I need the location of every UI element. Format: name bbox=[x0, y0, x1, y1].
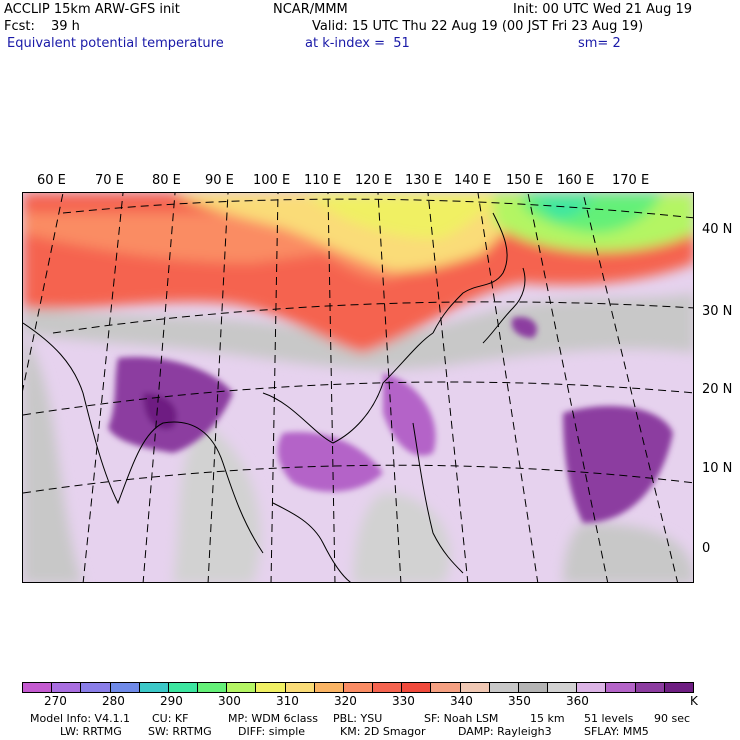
valid-time: Valid: 15 UTC Thu 22 Aug 19 (00 JST Fri … bbox=[312, 19, 644, 34]
colorbar-swatch bbox=[110, 683, 140, 692]
colorbar-swatch bbox=[285, 683, 315, 692]
plot-title: ACCLIP 15km ARW-GFS init bbox=[4, 2, 180, 17]
lat-label: 40 N bbox=[702, 222, 733, 237]
model-info-sw: SW: RRTMG bbox=[148, 725, 212, 738]
model-info-timestep: 90 sec bbox=[654, 712, 691, 725]
model-info-levels: 51 levels bbox=[584, 712, 634, 725]
model-info-mp: MP: WDM 6class bbox=[228, 712, 318, 725]
lon-label: 140 E bbox=[454, 173, 492, 188]
lon-label: 80 E bbox=[152, 173, 181, 188]
lon-label: 160 E bbox=[557, 173, 595, 188]
model-info-pbl: PBL: YSU bbox=[333, 712, 383, 725]
colorbar bbox=[22, 682, 694, 693]
colorbar-swatch bbox=[52, 683, 82, 692]
lon-label: 90 E bbox=[205, 173, 234, 188]
model-info-version: Model Info: V4.1.1 bbox=[30, 712, 131, 725]
colorbar-tick: 290 bbox=[160, 694, 183, 708]
colorbar-tick: 330 bbox=[392, 694, 415, 708]
lat-label: 0 bbox=[702, 541, 711, 556]
colorbar-swatch bbox=[518, 683, 549, 692]
colorbar-swatch bbox=[460, 683, 490, 692]
colorbar-tick: 360 bbox=[566, 694, 589, 708]
colorbar-swatch bbox=[402, 683, 432, 692]
coastlines bbox=[23, 212, 526, 582]
model-info-sf: SF: Noah LSM bbox=[424, 712, 499, 725]
lat-label: 20 N bbox=[702, 382, 733, 397]
model-info-damp: DAMP: Rayleigh3 bbox=[458, 725, 552, 738]
colorbar-swatch bbox=[198, 683, 228, 692]
lon-label: 110 E bbox=[304, 173, 342, 188]
model-info-lw: LW: RRTMG bbox=[60, 725, 122, 738]
lat-label: 10 N bbox=[702, 461, 733, 476]
colorbar-tick: 280 bbox=[102, 694, 125, 708]
lon-label: 150 E bbox=[506, 173, 544, 188]
level-label: at k-index = 51 bbox=[305, 36, 410, 51]
smoothing-label: sm= 2 bbox=[578, 36, 621, 51]
graticule bbox=[23, 193, 693, 582]
colorbar-swatch bbox=[256, 683, 286, 692]
colorbar-swatch bbox=[23, 683, 53, 692]
colorbar-swatch bbox=[548, 683, 578, 692]
colorbar-swatch bbox=[343, 683, 374, 692]
colorbar-swatch bbox=[227, 683, 257, 692]
lon-label: 70 E bbox=[95, 173, 124, 188]
colorbar-swatch bbox=[489, 683, 519, 692]
colorbar-swatch bbox=[139, 683, 169, 692]
lon-label: 120 E bbox=[355, 173, 393, 188]
colorbar-swatch bbox=[635, 683, 665, 692]
colorbar-swatch bbox=[373, 683, 403, 692]
lon-label: 100 E bbox=[253, 173, 291, 188]
colorbar-swatch bbox=[168, 683, 199, 692]
colorbar-swatch bbox=[664, 683, 693, 692]
model-info-sflay: SFLAY: MM5 bbox=[584, 725, 649, 738]
model-info-cu: CU: KF bbox=[152, 712, 189, 725]
colorbar-tick: 340 bbox=[450, 694, 473, 708]
colorbar-swatch bbox=[431, 683, 461, 692]
colorbar-tick: 350 bbox=[508, 694, 531, 708]
lon-label: 130 E bbox=[405, 173, 443, 188]
model-info-diff: DIFF: simple bbox=[238, 725, 306, 738]
colorbar-tick: 310 bbox=[276, 694, 299, 708]
forecast-hour: 39 h bbox=[51, 19, 80, 34]
colorbar-swatch bbox=[606, 683, 636, 692]
model-info-resolution: 15 km bbox=[530, 712, 565, 725]
colorbar-swatch bbox=[577, 683, 607, 692]
theta-e-map bbox=[22, 192, 694, 583]
colorbar-tick: 300 bbox=[218, 694, 241, 708]
model-info-km: KM: 2D Smagor bbox=[340, 725, 426, 738]
lon-label: 170 E bbox=[612, 173, 650, 188]
field-name: Equivalent potential temperature bbox=[7, 36, 224, 51]
colorbar-swatch bbox=[314, 683, 344, 692]
forecast-label: Fcst: bbox=[4, 19, 35, 34]
colorbar-swatch bbox=[81, 683, 111, 692]
lat-label: 30 N bbox=[702, 304, 733, 319]
lon-label: 60 E bbox=[37, 173, 66, 188]
map-canvas bbox=[23, 193, 693, 582]
colorbar-unit: K bbox=[690, 694, 698, 708]
center-label: NCAR/MMM bbox=[273, 2, 348, 17]
colorbar-tick: 270 bbox=[44, 694, 67, 708]
colorbar-tick: 320 bbox=[334, 694, 357, 708]
init-time: Init: 00 UTC Wed 21 Aug 19 bbox=[513, 2, 693, 17]
